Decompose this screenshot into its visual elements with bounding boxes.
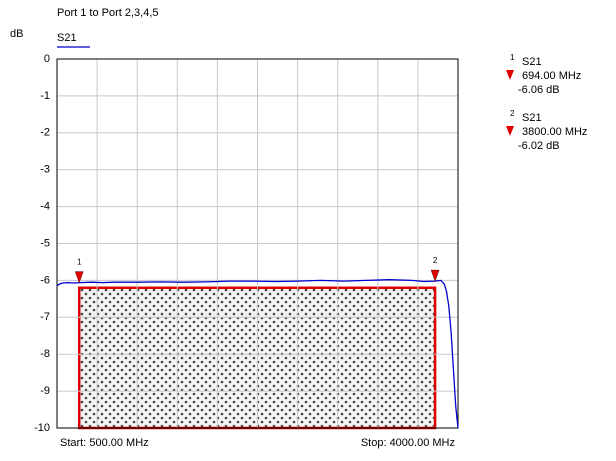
readout-marker — [506, 70, 514, 80]
y-tick-label: -4 — [40, 201, 50, 213]
marker-number: 1 — [77, 258, 82, 267]
y-tick-label: -2 — [40, 127, 50, 139]
trace — [56, 279, 459, 429]
readout-name: S21 — [522, 112, 542, 124]
y-tick-label: -7 — [40, 311, 50, 323]
y-axis-label: dB — [10, 28, 23, 40]
plot-frame — [56, 58, 459, 429]
readout-x: 694.00 MHz — [522, 70, 581, 82]
readout-name: S21 — [522, 56, 542, 68]
chart-title: Port 1 to Port 2,3,4,5 — [57, 7, 159, 19]
start-label: Start: 500.00 MHz — [60, 437, 149, 449]
readout-x: 3800.00 MHz — [522, 126, 587, 138]
y-tick-label: -8 — [40, 348, 50, 360]
readout-number: 1 — [510, 53, 515, 62]
readout-marker — [506, 126, 514, 136]
readout-y: -6.06 dB — [518, 84, 560, 96]
legend-entry: S21 — [57, 32, 77, 44]
y-tick-label: -10 — [34, 422, 50, 434]
y-tick-label: 0 — [44, 53, 50, 65]
readout-number: 2 — [510, 109, 515, 118]
marker-number: 2 — [433, 256, 438, 265]
y-tick-label: -5 — [40, 237, 50, 249]
marker — [74, 271, 84, 284]
readout-y: -6.02 dB — [518, 140, 560, 152]
stop-label: Stop: 4000.00 MHz — [361, 437, 455, 449]
marker — [430, 269, 440, 282]
y-tick-label: -6 — [40, 274, 50, 286]
y-tick-label: -1 — [40, 90, 50, 102]
y-tick-label: -9 — [40, 385, 50, 397]
y-tick-label: -3 — [40, 164, 50, 176]
